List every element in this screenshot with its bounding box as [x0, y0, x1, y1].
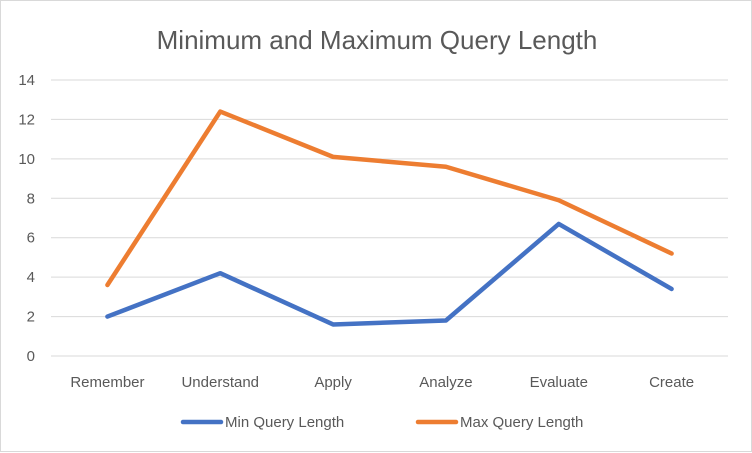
- y-tick-label: 8: [27, 190, 35, 207]
- legend-label: Max Query Length: [460, 414, 583, 431]
- y-tick-label: 4: [27, 269, 35, 286]
- x-tick-label: Evaluate: [530, 374, 588, 391]
- y-tick-label: 2: [27, 309, 35, 326]
- y-tick-label: 12: [18, 111, 35, 128]
- series-line-min: [105, 221, 674, 327]
- series-lines: [105, 109, 674, 327]
- y-axis-tick-labels: 0 2 4 6 8 10 12 14: [18, 72, 35, 365]
- x-tick-label: Remember: [70, 374, 144, 391]
- y-tick-label: 6: [27, 230, 35, 247]
- legend-label: Min Query Length: [225, 414, 344, 431]
- x-tick-label: Create: [649, 374, 694, 391]
- chart-title: Minimum and Maximum Query Length: [157, 25, 598, 55]
- y-tick-label: 10: [18, 151, 35, 168]
- x-tick-label: Analyze: [419, 374, 472, 391]
- y-tick-label: 14: [18, 72, 35, 89]
- y-tick-label: 0: [27, 348, 35, 365]
- series-line-max: [105, 109, 674, 288]
- x-axis-tick-labels: Remember Understand Apply Analyze Evaluate Cr…: [70, 374, 694, 391]
- x-tick-label: Apply: [314, 374, 352, 391]
- legend: Min Query Length Max Query Length: [180, 414, 583, 431]
- x-tick-label: Understand: [181, 374, 259, 391]
